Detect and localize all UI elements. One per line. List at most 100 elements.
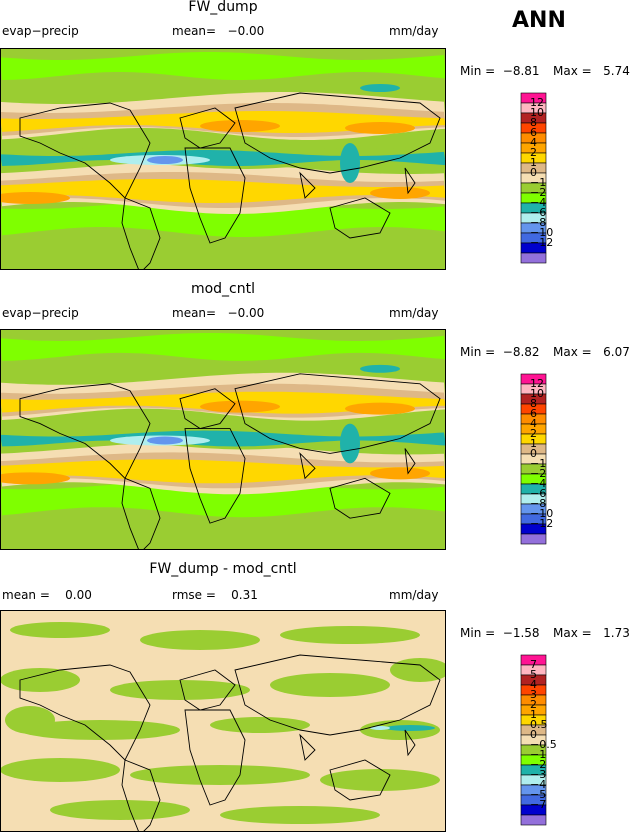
coastline	[404, 448, 416, 475]
panel-1-max: Max = 5.74	[553, 64, 630, 78]
colorbar-tick-label: 3	[530, 688, 537, 701]
contour-region	[220, 806, 380, 824]
contour-region	[5, 706, 55, 734]
panel-2-max: Max = 6.07	[553, 345, 630, 359]
coastline	[329, 197, 391, 239]
colorbar-tick-label: −12	[530, 236, 554, 249]
colorbar-tick-label: −2	[530, 467, 547, 480]
contour-region	[140, 630, 260, 650]
colorbar-tick-label: 4	[530, 417, 537, 430]
colorbar-tick-label: 1	[530, 156, 537, 169]
contour-region	[0, 758, 120, 782]
map-frame	[0, 48, 446, 270]
contour-region	[50, 800, 190, 820]
colorbar-tick-label: 4	[530, 678, 537, 691]
colorbar-tick-label: 7	[530, 658, 537, 671]
contour-region	[280, 626, 420, 644]
contour-band	[0, 52, 446, 80]
colorbar-tick-label: 8	[530, 397, 537, 410]
contour-region	[0, 668, 80, 692]
coastline	[329, 477, 391, 519]
colorbar-tick-label: 8	[530, 116, 537, 129]
panel-3-units-label: mm/day	[389, 588, 439, 602]
season-label: ANN	[512, 8, 566, 33]
colorbar-tick-label: −4	[530, 196, 547, 209]
colorbar-tick-label: 6	[530, 126, 537, 139]
colorbar-tick-label: 5	[530, 668, 537, 681]
contour-region	[370, 187, 430, 199]
coastline	[179, 388, 236, 430]
colorbar-tick-label: −6	[530, 206, 547, 219]
colorbar-tick-label: 0	[530, 166, 537, 179]
panel-3-min: Min = −1.58	[460, 626, 540, 640]
panel-2-colorbar	[520, 373, 547, 545]
colorbar-tick-label: 1	[530, 437, 537, 450]
colorbar-tick-label: 0	[530, 728, 537, 741]
coastline	[184, 147, 246, 244]
colorbar-tick-label: −1	[530, 176, 547, 189]
panel-1-title: FW_dump	[188, 0, 258, 15]
colorbar-tick-label: 2	[530, 698, 537, 711]
colorbar-tick-label: 2	[530, 427, 537, 440]
contour-region	[370, 467, 430, 480]
panel-3-title: FW_dump - mod_cntl	[149, 561, 297, 577]
colorbar-tick-label: 0	[530, 447, 537, 460]
coastline	[234, 373, 441, 454]
colorbar-tick-label: 6	[530, 407, 537, 420]
contour-band	[0, 430, 446, 447]
panel-2-min: Min = −8.82	[460, 345, 540, 359]
contour-region	[360, 84, 400, 92]
colorbar-tick-label: 0.5	[530, 718, 548, 731]
colorbar-swatch	[520, 814, 547, 826]
panel-3-max: Max = 1.73	[553, 626, 630, 640]
panel-2-mean-label: mean= −0.00	[172, 306, 265, 320]
colorbar-tick-label: −6	[530, 487, 547, 500]
colorbar-tick-label: −3	[530, 768, 547, 781]
contour-region	[110, 680, 250, 700]
colorbar-tick-label: 12	[530, 377, 544, 390]
coastline	[179, 669, 236, 711]
colorbar-tick-label: 1	[530, 708, 537, 721]
contour-region	[147, 436, 183, 445]
panel-2-variable-label: evap−precip	[2, 306, 79, 320]
coastline	[121, 197, 161, 270]
colorbar-tick-label: 4	[530, 136, 537, 149]
colorbar-tick-label: −10	[530, 507, 554, 520]
colorbar-tick-label: −12	[530, 517, 554, 530]
panel-3-mean-label: mean = 0.00	[2, 588, 92, 602]
colorbar-tick-label: −8	[530, 497, 547, 510]
panel-1-units-label: mm/day	[389, 24, 439, 38]
contour-region	[10, 622, 110, 638]
panel-1-mean-label: mean= −0.00	[172, 24, 265, 38]
coastline	[299, 452, 316, 480]
panel-1-colorbar	[520, 92, 547, 264]
colorbar-tick-label: −2	[530, 186, 547, 199]
panel-2-units-label: mm/day	[389, 306, 439, 320]
colorbar-tick-label: −1	[530, 457, 547, 470]
colorbar-tick-label: −0.5	[530, 738, 557, 751]
colorbar-tick-label: −1	[530, 748, 547, 761]
colorbar-tick-label: −5	[530, 788, 547, 801]
contour-region	[210, 717, 310, 733]
colorbar-tick-label: 12	[530, 96, 544, 109]
contour-region	[345, 122, 415, 134]
coastline	[404, 167, 416, 195]
panel-2-map	[0, 329, 446, 550]
contour-region	[340, 423, 360, 464]
contour-region	[20, 720, 180, 740]
colorbar-tick-label: −4	[530, 477, 547, 490]
colorbar-tick-label: 10	[530, 106, 544, 119]
colorbar-tick-label: 2	[530, 146, 537, 159]
colorbar-tick-label: −2	[530, 758, 547, 771]
coastline	[234, 654, 441, 736]
panel-1-map	[0, 48, 446, 270]
map-frame	[0, 610, 446, 832]
contour-region	[130, 765, 310, 785]
colorbar-tick-label: 10	[530, 387, 544, 400]
panel-3-map	[0, 610, 446, 832]
coastline	[234, 92, 441, 174]
coastline	[179, 107, 236, 149]
contour-region	[370, 726, 390, 730]
coastline	[121, 477, 161, 550]
contour-region	[147, 156, 183, 164]
